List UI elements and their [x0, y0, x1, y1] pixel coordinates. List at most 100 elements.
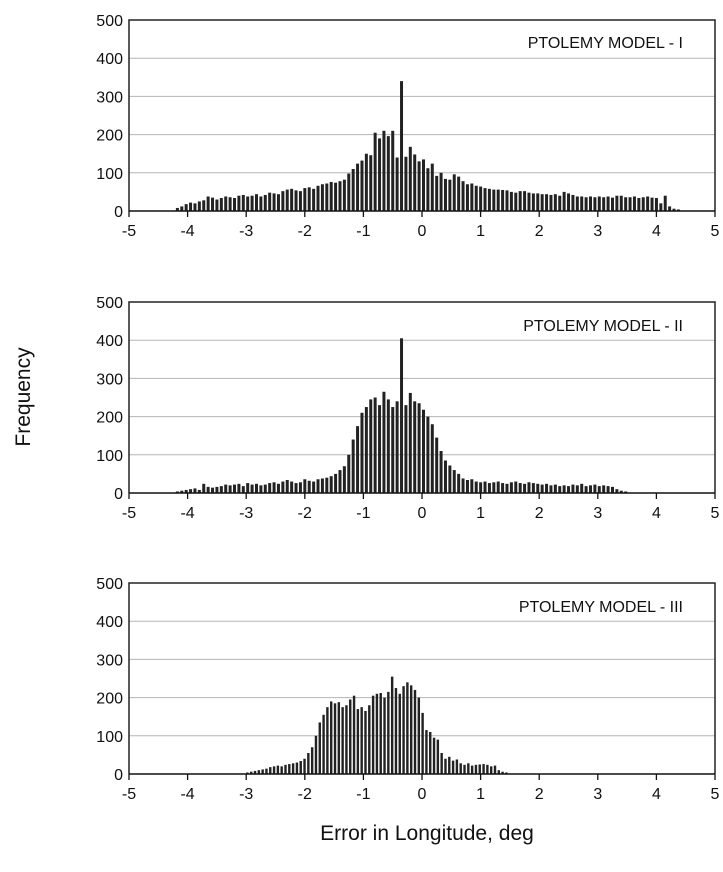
histogram-bar [400, 338, 404, 493]
panel-model-2: 0 100 200 300 400 500 -5 -4 -3 -2 -1 0 1 2 3 4 5 PTOLEMY … [96, 295, 719, 522]
y-tick-label: 500 [96, 13, 123, 30]
histogram-bar [386, 136, 390, 211]
histogram-bar [184, 204, 188, 211]
histogram-bar [276, 483, 280, 493]
x-tick-label: 4 [652, 786, 661, 803]
histogram-bar [272, 766, 276, 774]
histogram-bar [387, 691, 390, 774]
histogram-bar [492, 482, 496, 493]
histogram-bar [553, 484, 557, 493]
histogram-bar [276, 765, 280, 774]
y-tick-label: 400 [96, 614, 123, 631]
histogram-bar [307, 480, 311, 493]
y-tick-label: 500 [96, 295, 123, 312]
histogram-bar [299, 761, 302, 774]
histogram-bar [571, 194, 575, 211]
histogram-bar [650, 197, 654, 211]
y-axis-label: Frequency [12, 347, 35, 447]
histogram-bar [523, 191, 527, 211]
histogram-bar [676, 209, 680, 211]
histogram-bar [197, 489, 201, 493]
histogram-bar [395, 157, 399, 211]
histogram-bar [312, 481, 316, 493]
histogram-bar [276, 194, 280, 211]
histogram-bar [382, 130, 386, 211]
histogram-bar [206, 196, 210, 211]
plot-frame [128, 301, 716, 493]
histogram-bar [288, 764, 291, 774]
histogram-bar [575, 485, 579, 493]
y-tick-label: 400 [96, 333, 123, 350]
histogram-bar [527, 192, 531, 211]
histogram-bar [373, 132, 377, 211]
histogram-bar [457, 473, 461, 493]
histogram-bar [219, 486, 223, 493]
histogram-bar [501, 189, 505, 211]
histogram-bar [250, 484, 254, 493]
histogram-bar [211, 487, 215, 493]
histogram-bar [479, 482, 483, 493]
histogram-bar [325, 183, 329, 211]
histogram-bar [505, 483, 509, 493]
histogram-bar [531, 193, 535, 211]
histogram-bar [518, 191, 522, 211]
histogram-bar [448, 756, 451, 774]
histogram-bar [298, 191, 302, 211]
histogram-bar [571, 484, 575, 493]
histogram-bar [425, 730, 428, 774]
histogram-bar [439, 172, 443, 211]
histogram-bar [429, 731, 432, 774]
histogram-bar [394, 688, 398, 774]
y-tick-label: 100 [96, 448, 123, 465]
histogram-bar [493, 765, 497, 774]
x-tick-label: -2 [298, 786, 312, 803]
histogram-bar [597, 196, 601, 211]
panel-model-1: 0 100 200 300 400 500 -5 -4 -3 -2 -1 0 1 2 3 4 5 PTOLEMY … [96, 13, 719, 240]
histogram-bar [610, 197, 614, 211]
histogram-bar [320, 184, 324, 211]
histogram-bar [489, 766, 493, 774]
y-tick-label: 300 [96, 652, 123, 669]
histogram-bar [257, 770, 261, 774]
histogram-bar [175, 207, 179, 211]
histogram-bar [597, 486, 601, 493]
histogram-bar [463, 764, 466, 774]
histogram-bar [470, 479, 474, 493]
histogram-bar [184, 489, 188, 493]
histogram-bar [351, 439, 355, 493]
histogram-bar [268, 483, 272, 493]
histogram-bar [294, 190, 298, 211]
histogram-bar [567, 486, 571, 493]
histogram-bar [259, 196, 263, 211]
histogram-bar [452, 470, 456, 493]
histogram-bar [457, 176, 461, 211]
histogram-bar [435, 175, 439, 211]
x-tick-label: -3 [239, 505, 253, 522]
histogram-bar [290, 481, 294, 493]
x-tick-label: 1 [476, 786, 485, 803]
y-tick-label: 200 [96, 128, 123, 145]
histogram-bar [364, 710, 367, 774]
histogram-bar [654, 198, 658, 211]
histogram-bar [496, 189, 500, 211]
x-tick-label: -5 [122, 223, 136, 240]
histogram-bar [290, 188, 294, 211]
histogram-bar [356, 426, 360, 493]
histogram-bar [540, 194, 544, 211]
histogram-bar [228, 485, 232, 493]
histogram-bar [175, 491, 179, 493]
histogram-bar [250, 771, 253, 774]
histogram-bar [356, 709, 360, 774]
histogram-bar [334, 473, 338, 493]
histogram-bar [314, 735, 318, 774]
histogram-bar [303, 479, 307, 493]
panel-title: PTOLEMY MODEL - II [523, 318, 683, 335]
y-tick-label: 400 [96, 51, 123, 68]
histogram-bar [364, 153, 368, 211]
histogram-bar [417, 161, 421, 211]
histogram-bar [261, 769, 264, 774]
histogram-bar [391, 130, 395, 211]
histogram-bar [347, 173, 351, 211]
histogram-bar [483, 481, 487, 493]
histogram-bar [474, 481, 478, 493]
